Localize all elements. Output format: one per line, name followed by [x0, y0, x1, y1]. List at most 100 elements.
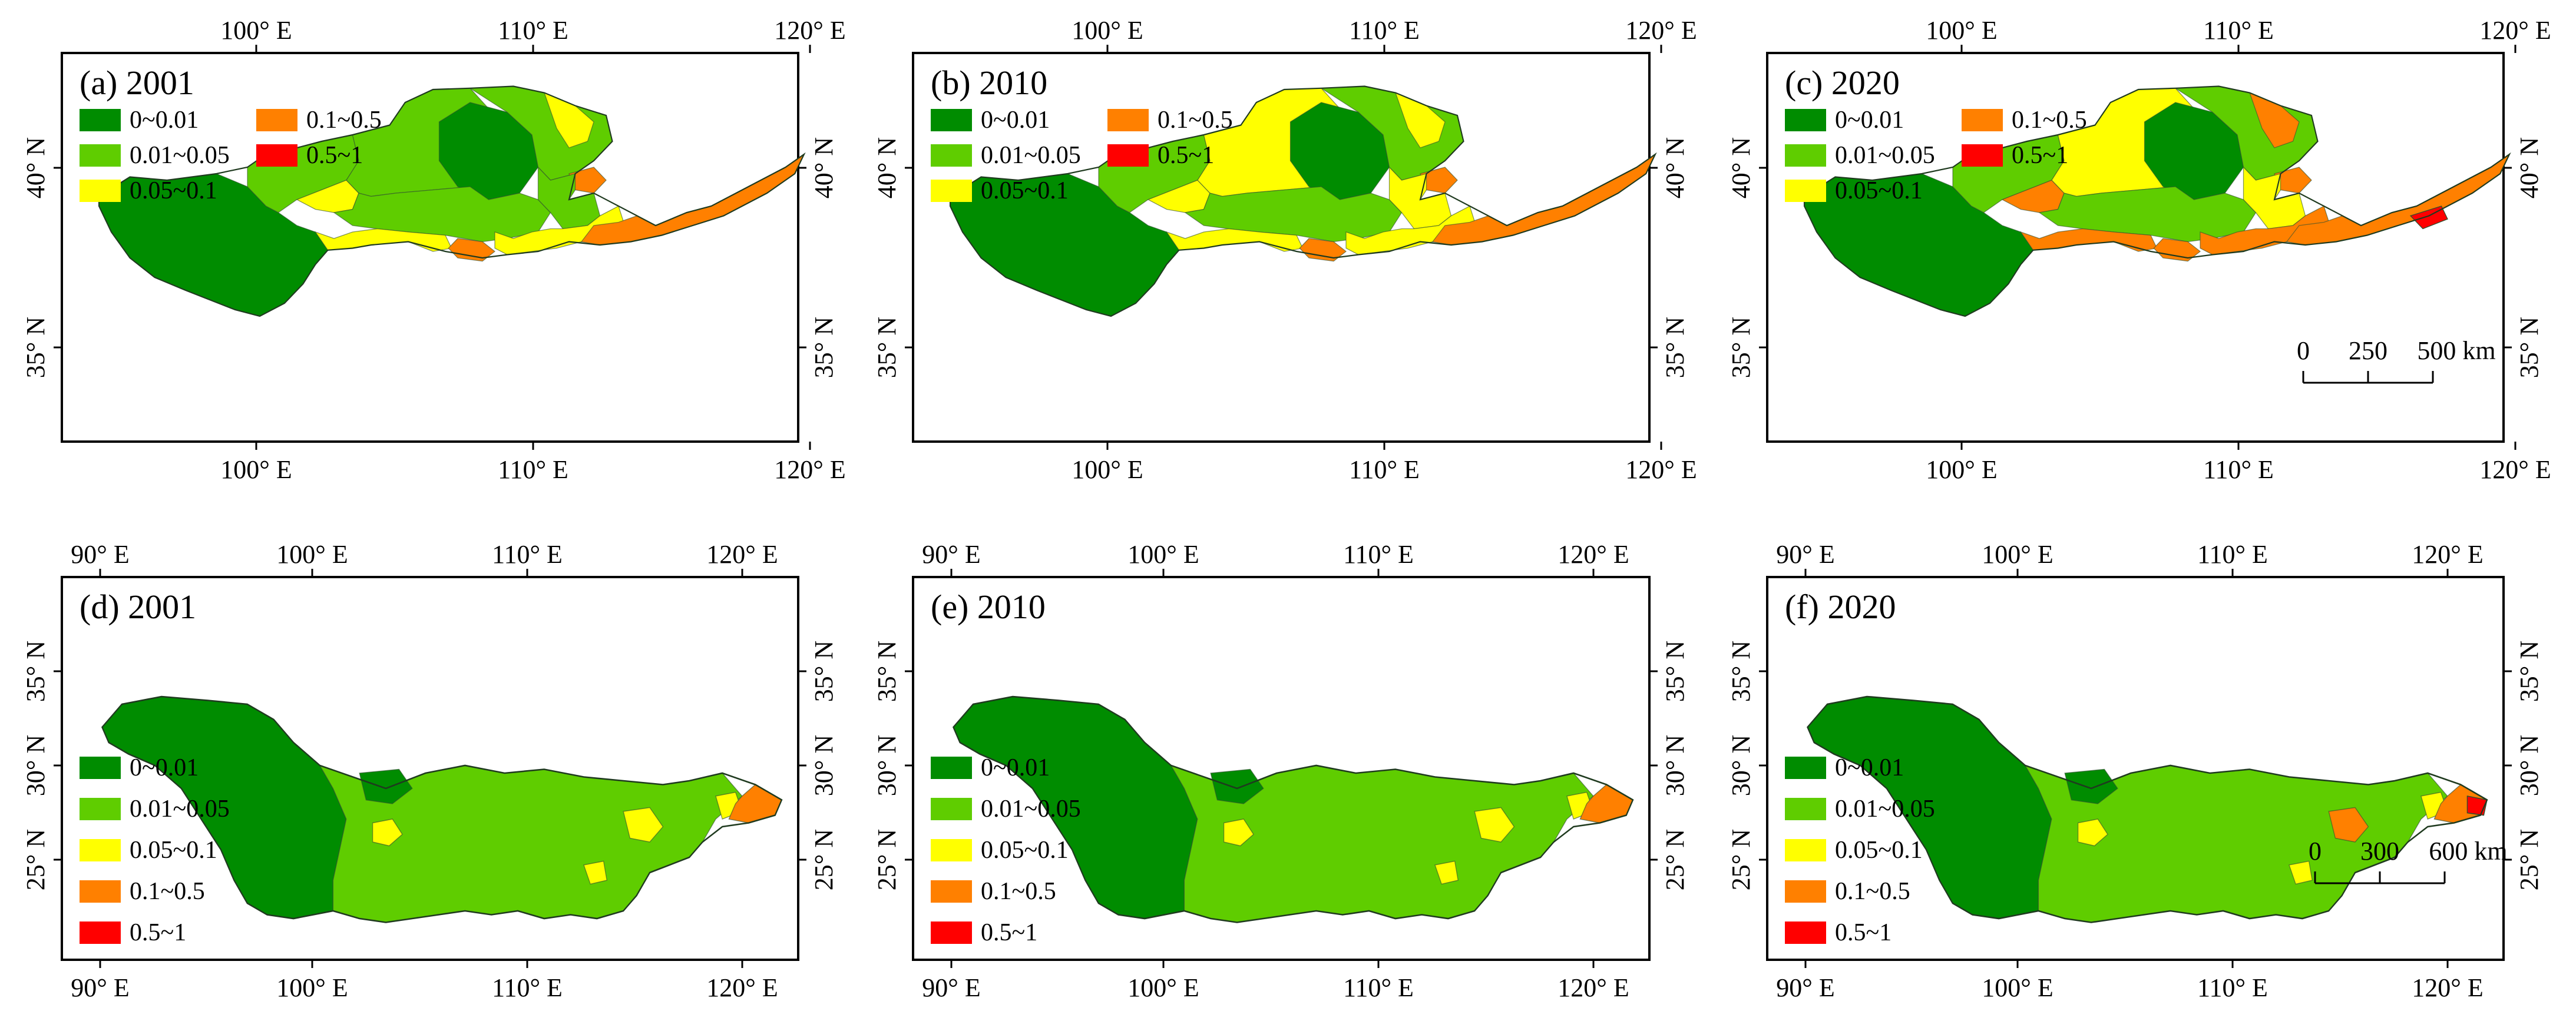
y-tick-label-right: 40° N: [809, 137, 838, 198]
legend-label: 0.01~0.05: [981, 142, 1081, 169]
basin-subregion: [1223, 818, 1254, 847]
legend-item-3: 0.1~0.5: [1962, 107, 2087, 134]
legend-label: 0.01~0.05: [1835, 142, 1935, 169]
legend-item-3: 0.1~0.5: [1107, 107, 1233, 134]
x-tick-label-top: 120° E: [2412, 540, 2483, 569]
x-tick-label-top: 110° E: [1349, 16, 1420, 45]
legend: 0~0.01 0.01~0.05 0.05~0.1 0.1~0.5 0.5~1: [1785, 754, 1935, 946]
x-tick-label-top: 120° E: [1557, 540, 1629, 569]
x-tick-label-bottom: 120° E: [2479, 455, 2551, 484]
x-tick-label-bottom: 100° E: [276, 973, 348, 1002]
legend-swatch: [1785, 839, 1826, 861]
x-tick-label-top: 110° E: [1343, 540, 1414, 569]
basin-subregion: [1210, 768, 1264, 804]
legend-swatch: [1107, 109, 1149, 131]
y-tick-label-right: 35° N: [1661, 641, 1689, 702]
legend-label: 0.01~0.05: [130, 795, 230, 823]
legend-swatch: [256, 109, 297, 131]
legend: 0~0.01 0.01~0.05 0.05~0.1 0.1~0.5 0.5~1: [1785, 107, 2087, 204]
x-tick-label-bottom: 120° E: [1557, 973, 1629, 1002]
legend-label: 0.01~0.05: [130, 142, 230, 169]
legend-swatch: [931, 109, 972, 131]
legend-swatch: [80, 798, 121, 820]
legend-label: 0~0.01: [1835, 107, 1904, 134]
x-tick-label-bottom: 110° E: [1343, 973, 1414, 1002]
y-tick-label-left: 35° N: [872, 641, 901, 702]
scale-bar-label: 0: [2297, 336, 2310, 365]
basin-subregion: [1289, 102, 1390, 200]
legend-swatch: [1785, 180, 1826, 202]
scale-bar-label: 250: [2349, 336, 2387, 365]
panel-label: (d) 2001: [80, 588, 196, 626]
basin-subregion: [2064, 768, 2118, 804]
legend-swatch: [80, 757, 121, 779]
x-tick-label-bottom: 90° E: [1776, 973, 1834, 1002]
basin-outline: [1803, 85, 2511, 317]
y-tick-label-right: 30° N: [2515, 735, 2544, 796]
legend-item-1: 0.01~0.05: [80, 142, 230, 169]
basin-subregion: [2289, 860, 2313, 885]
legend-label: 0.1~0.5: [2012, 107, 2087, 134]
legend-item-0: 0~0.01: [80, 754, 199, 781]
x-tick-label-top: 100° E: [220, 16, 292, 45]
x-tick-label-top: 100° E: [1127, 540, 1199, 569]
x-tick-label-bottom: 90° E: [922, 973, 980, 1002]
legend-swatch: [80, 144, 121, 167]
x-tick-label-bottom: 100° E: [1072, 455, 1143, 484]
legend-label: 0.1~0.5: [306, 107, 382, 134]
basin-subregion: [2328, 807, 2369, 843]
legend-item-2: 0.05~0.1: [1785, 837, 1923, 864]
legend-swatch: [1962, 144, 2003, 167]
legend-label: 0.5~1: [1158, 142, 1214, 169]
y-tick-label-right: 30° N: [809, 735, 838, 796]
legend-label: 0.1~0.5: [130, 878, 205, 905]
y-tick-label-left: 35° N: [1727, 641, 1755, 702]
legend-swatch: [1785, 880, 1826, 903]
basin-outline: [949, 85, 1657, 317]
legend-swatch: [931, 144, 972, 167]
basin-subregion: [438, 102, 539, 200]
legend-label: 0~0.01: [130, 107, 199, 134]
x-tick-label-bottom: 120° E: [2412, 973, 2483, 1002]
panel-label: (a) 2001: [80, 64, 194, 102]
x-tick-label-top: 110° E: [2197, 540, 2268, 569]
legend-swatch: [1785, 921, 1826, 944]
x-tick-label-top: 110° E: [492, 540, 563, 569]
scale-bar-label: 500 km: [2417, 336, 2495, 365]
legend-label: 0~0.01: [1835, 754, 1904, 781]
legend-item-2: 0.05~0.1: [1785, 177, 1923, 204]
x-tick-label-bottom: 100° E: [1926, 455, 1997, 484]
y-tick-label-left: 25° N: [872, 829, 901, 890]
basin-subregion: [2077, 818, 2108, 847]
legend-item-1: 0.01~0.05: [80, 795, 230, 823]
x-tick-label-bottom: 120° E: [706, 973, 778, 1002]
legend-item-3: 0.1~0.5: [931, 878, 1056, 905]
legend-swatch: [931, 921, 972, 944]
basin-outline: [101, 695, 783, 923]
legend-label: 0.05~0.1: [130, 837, 217, 864]
basin-map: [98, 85, 806, 317]
x-tick-label-top: 100° E: [276, 540, 348, 569]
legend-item-0: 0~0.01: [1785, 754, 1904, 781]
legend: 0~0.01 0.01~0.05 0.05~0.1 0.1~0.5 0.5~1: [931, 107, 1233, 204]
map-panel-5: (f) 2020 0~0.01 0.01~0.05 0.05~0.1 0.1~0.5 0.…: [1727, 540, 2544, 1002]
x-tick-label-top: 120° E: [774, 16, 845, 45]
y-tick-label-right: 25° N: [809, 829, 838, 890]
legend-label: 0~0.01: [981, 107, 1050, 134]
legend-swatch: [931, 757, 972, 779]
legend-label: 0.5~1: [130, 919, 186, 946]
legend-item-2: 0.05~0.1: [80, 177, 217, 204]
x-tick-label-top: 120° E: [706, 540, 778, 569]
legend-label: 0.01~0.05: [981, 795, 1081, 823]
panel-label: (f) 2020: [1785, 588, 1896, 626]
legend-swatch: [931, 839, 972, 861]
legend-swatch: [1785, 798, 1826, 820]
legend-item-1: 0.01~0.05: [931, 142, 1081, 169]
y-tick-label-right: 25° N: [2515, 829, 2544, 890]
legend: 0~0.01 0.01~0.05 0.05~0.1 0.1~0.5 0.5~1: [80, 754, 230, 946]
legend-label: 0.05~0.1: [130, 177, 217, 204]
x-tick-label-bottom: 110° E: [498, 455, 568, 484]
legend-swatch: [1107, 144, 1149, 167]
basin-subregion: [1434, 860, 1459, 885]
